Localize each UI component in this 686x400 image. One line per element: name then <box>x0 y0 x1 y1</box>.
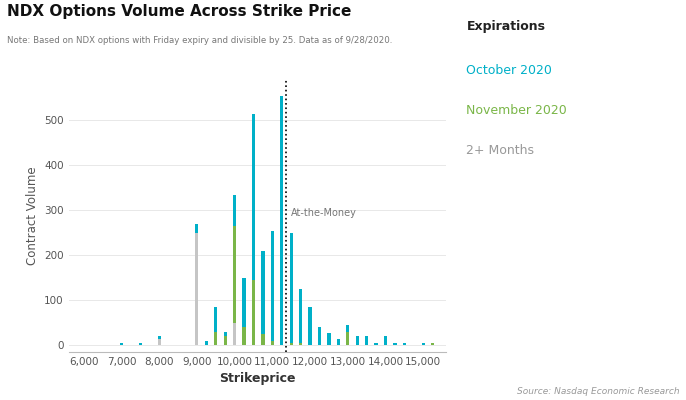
Bar <box>318 327 321 345</box>
Bar <box>224 332 227 336</box>
Bar <box>271 231 274 341</box>
Text: Expirations: Expirations <box>466 20 545 33</box>
Bar <box>252 114 255 280</box>
Bar <box>289 233 293 343</box>
Bar <box>393 343 397 345</box>
Bar <box>196 233 198 345</box>
Bar <box>337 338 340 345</box>
X-axis label: Strikeprice: Strikeprice <box>219 372 296 386</box>
Bar <box>309 307 311 345</box>
Text: Source: Nasdaq Economic Research: Source: Nasdaq Economic Research <box>517 387 679 396</box>
Bar <box>261 251 265 334</box>
Bar <box>224 336 227 345</box>
Text: October 2020: October 2020 <box>466 64 552 77</box>
Bar <box>422 343 425 345</box>
Bar <box>214 307 217 332</box>
Bar <box>431 343 434 345</box>
Bar <box>204 341 208 345</box>
Text: Note: Based on NDX options with Friday expiry and divisible by 25. Data as of 9/: Note: Based on NDX options with Friday e… <box>7 36 392 45</box>
Bar <box>233 323 236 345</box>
Bar <box>365 336 368 345</box>
Y-axis label: Contract Volume: Contract Volume <box>25 167 38 265</box>
Text: At-the-Money: At-the-Money <box>291 208 357 218</box>
Bar <box>384 336 387 345</box>
Bar <box>242 327 246 345</box>
Bar <box>261 334 265 345</box>
Bar <box>233 195 236 226</box>
Text: November 2020: November 2020 <box>466 104 567 117</box>
Text: 2+ Months: 2+ Months <box>466 144 534 157</box>
Bar <box>346 332 349 345</box>
Bar <box>375 343 378 345</box>
Bar <box>158 336 161 338</box>
Bar <box>299 289 303 343</box>
Bar <box>289 343 293 345</box>
Bar <box>355 336 359 345</box>
Bar <box>242 278 246 327</box>
Bar <box>271 341 274 345</box>
Bar <box>403 343 406 345</box>
Bar <box>346 325 349 332</box>
Bar <box>233 226 236 323</box>
Bar <box>299 343 303 345</box>
Bar <box>158 338 161 345</box>
Bar <box>139 343 142 345</box>
Bar <box>120 343 123 345</box>
Bar <box>327 333 331 345</box>
Text: NDX Options Volume Across Strike Price: NDX Options Volume Across Strike Price <box>7 4 351 19</box>
Bar <box>196 224 198 233</box>
Bar <box>280 96 283 345</box>
Bar <box>214 332 217 345</box>
Bar <box>252 280 255 345</box>
